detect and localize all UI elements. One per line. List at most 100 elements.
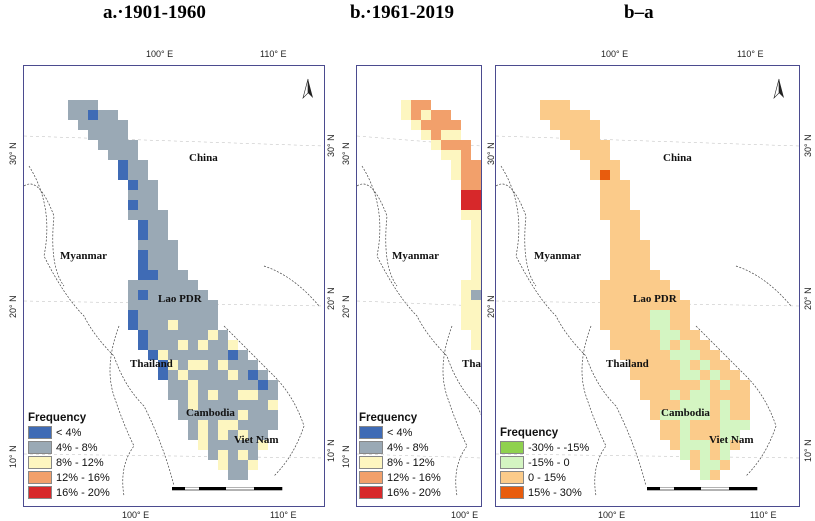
grid-cell: [700, 350, 710, 360]
grid-cell: [471, 160, 481, 170]
grid-cell: [401, 100, 411, 110]
grid-cell: [441, 120, 451, 130]
grid-cell: [218, 440, 228, 450]
panel-a-title: a.·1901-1960: [103, 2, 206, 23]
basin-cells: [540, 100, 750, 480]
grid-cell: [590, 120, 600, 130]
grid-cell: [138, 230, 148, 240]
grid-cell: [610, 260, 620, 270]
grid-cell: [660, 410, 670, 420]
grid-cell: [268, 390, 278, 400]
grid-cell: [471, 250, 481, 260]
grid-cell: [620, 200, 630, 210]
grid-cell: [178, 400, 188, 410]
grid-cell: [650, 310, 660, 320]
grid-cell: [228, 340, 238, 350]
grid-cell: [138, 160, 148, 170]
grid-cell: [208, 360, 218, 370]
north-arrow-icon: [302, 78, 314, 100]
grid-cell: [630, 270, 640, 280]
grid-cell: [198, 370, 208, 380]
grid-cell: [158, 280, 168, 290]
grid-cell: [650, 340, 660, 350]
grid-cell: [88, 120, 98, 130]
grid-cell: [238, 450, 248, 460]
label-cambodia: Cambodia: [661, 407, 710, 419]
grid-cell: [461, 180, 471, 190]
legend-label: 4% - 8%: [56, 441, 98, 454]
grid-cell: [471, 300, 481, 310]
grid-cell: [248, 440, 258, 450]
grid-cell: [208, 430, 218, 440]
north-arrow-icon: [773, 78, 785, 100]
grid-cell: [680, 320, 690, 330]
grid-cell: [268, 410, 278, 420]
grid-cell: [138, 210, 148, 220]
grid-cell: [610, 310, 620, 320]
grid-cell: [590, 150, 600, 160]
grid-cell: [610, 180, 620, 190]
grid-cell: [580, 130, 590, 140]
grid-cell: [218, 460, 228, 470]
grid-cell: [148, 350, 158, 360]
grid-cell: [258, 420, 268, 430]
grid-cell: [710, 460, 720, 470]
grid-cell: [710, 430, 720, 440]
grid-cell: [740, 410, 750, 420]
grid-cell: [640, 340, 650, 350]
legend-swatch: [359, 471, 383, 484]
grid-cell: [421, 110, 431, 120]
legend-item: 4% - 8%: [28, 440, 110, 455]
legend-item: -15% - 0: [500, 455, 589, 470]
grid-cell: [188, 330, 198, 340]
lon-110-tick-top-c: 110° E: [737, 49, 764, 59]
grid-cell: [620, 300, 630, 310]
grid-cell: [198, 440, 208, 450]
legend-swatch: [28, 471, 52, 484]
grid-cell: [700, 410, 710, 420]
grid-cell: [650, 300, 660, 310]
grid-cell: [148, 320, 158, 330]
grid-cell: [471, 310, 481, 320]
grid-cell: [471, 200, 481, 210]
grid-cell: [441, 140, 451, 150]
grid-cell: [690, 330, 700, 340]
grid-cell: [640, 270, 650, 280]
grid-cell: [461, 280, 471, 290]
grid-cell: [238, 370, 248, 380]
grid-cell: [680, 430, 690, 440]
grid-cell: [138, 290, 148, 300]
grid-cell: [188, 280, 198, 290]
grid-cell: [660, 400, 670, 410]
grid-cell: [720, 380, 730, 390]
grid-cell: [560, 110, 570, 120]
legend-swatch: [500, 456, 524, 469]
grid-cell: [178, 410, 188, 420]
grid-cell: [411, 110, 421, 120]
grid-cell: [471, 330, 481, 340]
grid-cell: [401, 110, 411, 120]
grid-cell: [710, 390, 720, 400]
grid-cell: [118, 130, 128, 140]
grid-cell: [218, 370, 228, 380]
grid-cell: [720, 420, 730, 430]
grid-cell: [238, 360, 248, 370]
grid-cell: [471, 320, 481, 330]
grid-cell: [168, 340, 178, 350]
legend-label: 8% - 12%: [387, 456, 435, 469]
grid-cell: [670, 350, 680, 360]
grid-cell: [148, 190, 158, 200]
grid-cell: [620, 180, 630, 190]
grid-cell: [208, 420, 218, 430]
grid-cell: [730, 410, 740, 420]
grid-cell: [228, 410, 238, 420]
grid-cell: [650, 410, 660, 420]
grid-cell: [700, 450, 710, 460]
grid-cell: [148, 250, 158, 260]
grid-cell: [411, 120, 421, 130]
grid-cell: [660, 430, 670, 440]
basin-cells: [68, 100, 278, 480]
grid-cell: [148, 260, 158, 270]
grid-cell: [178, 370, 188, 380]
grid-cell: [660, 390, 670, 400]
